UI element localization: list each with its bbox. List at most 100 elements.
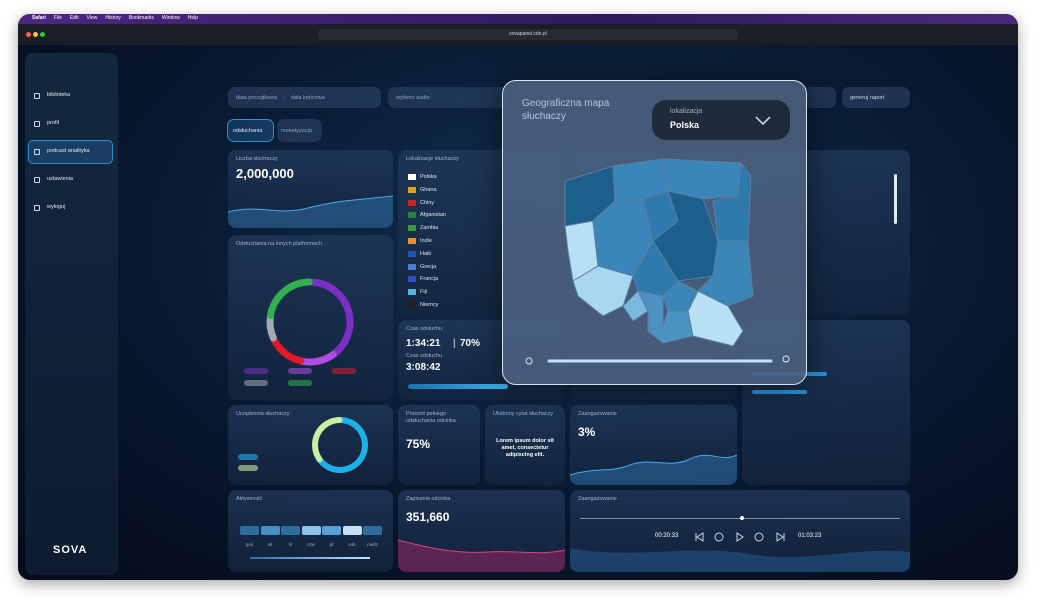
legend-chip[interactable] — [288, 368, 312, 374]
country-name: Niemcy — [420, 302, 439, 308]
donut-segment — [266, 313, 277, 342]
card-title: Liczba słuchaczy — [236, 156, 278, 162]
dropdown[interactable] — [800, 87, 836, 108]
day-label: niedz — [367, 542, 378, 547]
report-button[interactable]: generuj raport — [842, 87, 910, 108]
activity-cell — [322, 526, 341, 535]
menu-item[interactable]: File — [53, 15, 62, 21]
country-name: Indie — [420, 238, 432, 244]
day-label: pt — [329, 542, 334, 547]
bar — [752, 390, 807, 394]
tab[interactable]: monetyzacja — [277, 119, 322, 142]
menu-item[interactable]: View — [86, 15, 98, 21]
flag — [408, 174, 416, 180]
logo[interactable]: SOVA — [53, 544, 88, 556]
sidebar-icon — [34, 177, 40, 183]
playhead[interactable] — [740, 516, 744, 520]
donut-segment — [270, 335, 305, 365]
line — [570, 454, 737, 476]
devices-donut — [238, 417, 368, 473]
activity-cell — [281, 526, 300, 535]
waveform — [570, 548, 910, 572]
close-button[interactable] — [26, 32, 31, 37]
card-title: Zapisania odcinka — [406, 496, 451, 502]
listeners-card: Liczba słuchaczy 2,000,000 — [228, 150, 393, 228]
zoom-button[interactable] — [40, 32, 45, 37]
sidebar-icon — [34, 205, 40, 211]
devices-card: Urządzenia słuchaczy — [228, 405, 393, 485]
donut-segment — [312, 417, 343, 463]
card-title: Zaangażowanie — [578, 411, 617, 417]
listen-time-value-2: 3:08:42 — [406, 362, 441, 373]
card-title: Procent pełnego odsłuchania odcinka — [406, 411, 456, 424]
sidebar-item[interactable]: wyloguj — [47, 204, 66, 210]
day-label: pon — [245, 542, 254, 547]
menu-bar: Safari File Edit View History Bookmarks Window… — [18, 14, 1018, 24]
donut-segment — [317, 417, 368, 473]
flag — [408, 225, 416, 232]
card-title: Odsłuchania na innych platformach — [236, 241, 322, 247]
activity-cell — [342, 526, 362, 535]
region[interactable] — [662, 158, 742, 200]
activity-cell — [260, 526, 280, 535]
chevron — [755, 116, 771, 126]
sparkline — [398, 539, 565, 572]
total-time: 01:03:23 — [798, 533, 822, 539]
active-item-highlight — [28, 140, 113, 164]
end-date[interactable]: data końcowa — [290, 94, 325, 101]
sidebar-item[interactable]: ustawienia — [47, 176, 73, 182]
region[interactable] — [687, 290, 744, 347]
group-icon — [525, 357, 533, 365]
engagement-value: 3% — [578, 425, 596, 439]
day-label: wt — [267, 542, 273, 547]
donut-segment — [307, 278, 354, 358]
minimize-button[interactable] — [33, 32, 38, 37]
legend-chip[interactable] — [288, 380, 312, 386]
engagement-card: Zaangażowanie 3% — [570, 405, 737, 485]
listen-time-value: 1:34:21 — [406, 338, 441, 349]
day-label: czw — [307, 542, 315, 547]
area — [570, 548, 910, 572]
scrollbar[interactable] — [894, 174, 897, 224]
flag — [408, 263, 416, 270]
tab-active[interactable]: odsłuchania — [227, 119, 274, 142]
activity-cell — [363, 526, 382, 535]
menu-item[interactable]: Safari — [32, 15, 46, 21]
country-name: Ghana — [420, 186, 437, 193]
platforms-donut — [244, 278, 356, 386]
card-title: Zaangażowanie — [578, 496, 617, 502]
sidebar-item[interactable]: podcast analityka — [47, 148, 90, 154]
donut-segment — [298, 350, 337, 366]
date-range[interactable]: data początkowa | data końcowa — [228, 87, 381, 108]
player-controls[interactable] — [692, 530, 792, 544]
platforms-card: Odsłuchania na innych platformach — [228, 235, 393, 400]
legend-chip[interactable] — [244, 380, 268, 386]
legend-chip[interactable] — [332, 368, 356, 374]
start-date[interactable]: data początkowa — [236, 94, 278, 101]
sidebar-item[interactable]: biblioteka — [47, 92, 71, 98]
area — [398, 540, 565, 572]
legend-chip[interactable] — [244, 368, 268, 374]
menu-item[interactable]: Window — [161, 15, 180, 21]
flag — [408, 212, 416, 219]
menu-item[interactable]: Edit — [69, 15, 79, 21]
legend-chip[interactable] — [238, 454, 258, 460]
audio-select[interactable]: wybierz audio — [388, 87, 508, 108]
menu-item[interactable]: Bookmarks — [128, 15, 154, 21]
quote-text: Lorem ipsum dolor sit amet, consectetur … — [496, 438, 554, 458]
region[interactable] — [652, 190, 719, 282]
slider[interactable] — [250, 557, 370, 559]
dropdown-label: lokalizacja — [670, 108, 703, 115]
poland-map — [525, 158, 790, 365]
legend-chip[interactable] — [238, 465, 258, 471]
flag — [408, 250, 416, 257]
flag — [408, 302, 416, 308]
flag — [408, 238, 416, 244]
flag — [408, 289, 416, 296]
address-bar[interactable]: sovapanel.cdn.pl — [318, 29, 738, 40]
sidebar-item[interactable]: profil — [47, 120, 59, 126]
menu-item[interactable]: History — [105, 15, 121, 21]
menu-item[interactable]: Help — [187, 15, 199, 21]
sidebar-icon — [34, 121, 40, 127]
location-dropdown[interactable]: lokalizacja Polska — [652, 100, 790, 140]
